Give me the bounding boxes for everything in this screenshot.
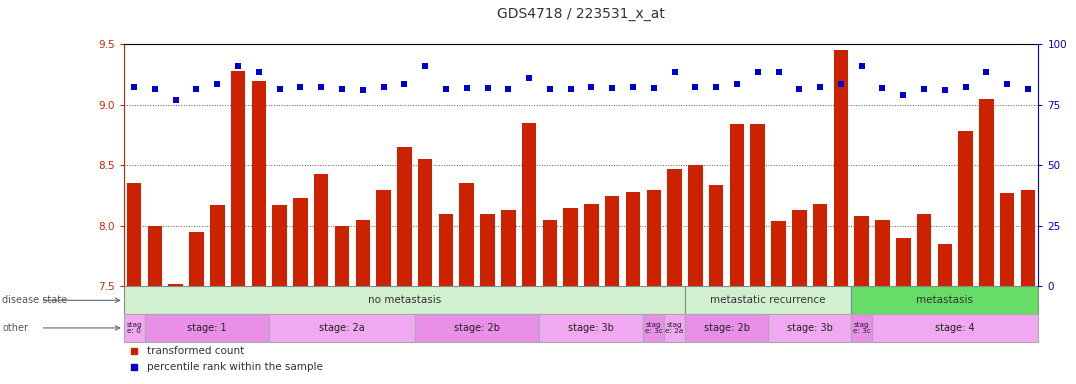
Bar	[771, 221, 785, 286]
Bar	[626, 192, 640, 286]
Text: transformed count: transformed count	[146, 346, 244, 356]
Bar	[459, 184, 475, 286]
Text: stage: 2a: stage: 2a	[320, 323, 365, 333]
Bar	[397, 147, 412, 286]
Bar	[414, 314, 539, 342]
Text: stag
e: 2a: stag e: 2a	[665, 322, 683, 334]
Bar	[872, 314, 1038, 342]
Bar	[685, 314, 768, 342]
Bar	[564, 208, 578, 286]
Bar	[584, 204, 598, 286]
Bar	[730, 124, 745, 286]
Bar	[768, 314, 851, 342]
Bar	[293, 198, 308, 286]
Bar	[792, 210, 807, 286]
Text: stage: 3b: stage: 3b	[568, 323, 614, 333]
Bar	[124, 314, 144, 342]
Text: percentile rank within the sample: percentile rank within the sample	[146, 362, 323, 372]
Bar	[124, 286, 685, 314]
Bar	[127, 184, 141, 286]
Bar	[230, 71, 245, 286]
Bar	[439, 214, 453, 286]
Bar	[272, 205, 287, 286]
Bar	[834, 50, 848, 286]
Bar	[355, 220, 370, 286]
Bar	[685, 286, 851, 314]
Text: stage: 2b: stage: 2b	[704, 323, 750, 333]
Bar	[542, 220, 557, 286]
Bar	[643, 314, 664, 342]
Bar	[501, 210, 515, 286]
Bar	[937, 244, 952, 286]
Text: stage: 1: stage: 1	[187, 323, 227, 333]
Bar	[377, 190, 391, 286]
Text: stag
e: 0: stag e: 0	[126, 322, 142, 334]
Bar	[979, 99, 993, 286]
Bar	[314, 174, 328, 286]
Bar	[1000, 193, 1015, 286]
Text: GDS4718 / 223531_x_at: GDS4718 / 223531_x_at	[497, 7, 665, 21]
Bar	[959, 131, 973, 286]
Bar	[896, 238, 910, 286]
Bar	[605, 195, 620, 286]
Bar	[750, 124, 765, 286]
Bar	[667, 169, 682, 286]
Text: stag
e: 3c: stag e: 3c	[852, 322, 870, 334]
Bar	[854, 216, 869, 286]
Bar	[851, 314, 872, 342]
Bar	[480, 214, 495, 286]
Text: stage: 2b: stage: 2b	[454, 323, 500, 333]
Bar	[539, 314, 643, 342]
Bar	[851, 286, 1038, 314]
Bar	[144, 314, 269, 342]
Bar	[664, 314, 685, 342]
Bar	[252, 81, 266, 286]
Bar	[335, 226, 350, 286]
Text: disease state: disease state	[2, 295, 68, 305]
Bar	[709, 185, 723, 286]
Bar	[875, 220, 890, 286]
Text: stage: 4: stage: 4	[935, 323, 975, 333]
Text: metastasis: metastasis	[917, 295, 974, 305]
Text: metastatic recurrence: metastatic recurrence	[710, 295, 826, 305]
Bar	[417, 159, 433, 286]
Text: stage: 3b: stage: 3b	[787, 323, 833, 333]
Bar	[812, 204, 827, 286]
Bar	[269, 314, 414, 342]
Bar	[210, 205, 225, 286]
Bar	[522, 123, 536, 286]
Bar	[1021, 190, 1035, 286]
Text: no metastasis: no metastasis	[368, 295, 441, 305]
Bar	[688, 165, 703, 286]
Bar	[917, 214, 932, 286]
Bar	[189, 232, 203, 286]
Text: stag
e: 3c: stag e: 3c	[645, 322, 663, 334]
Bar	[647, 190, 661, 286]
Text: other: other	[2, 323, 28, 333]
Bar	[169, 284, 183, 286]
Bar	[147, 226, 162, 286]
